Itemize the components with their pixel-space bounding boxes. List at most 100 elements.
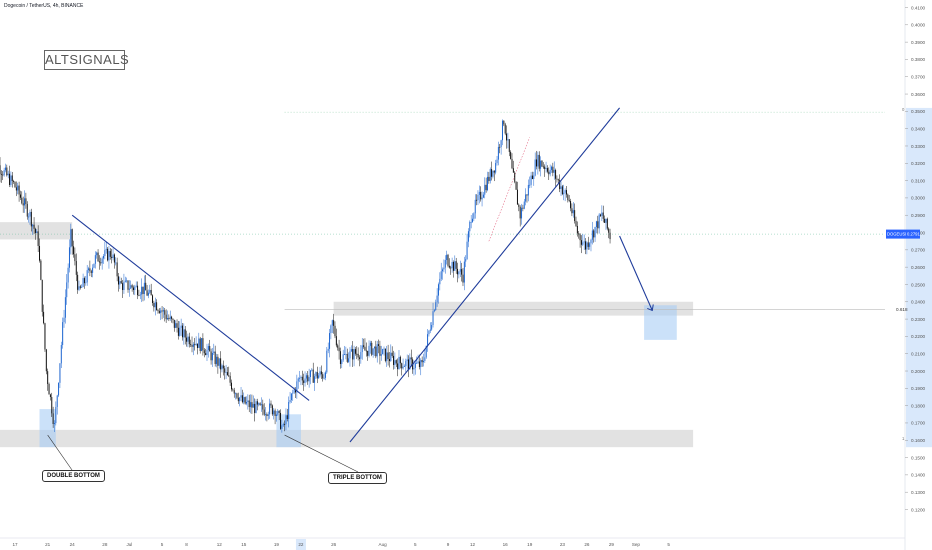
x-tick-label: 16	[503, 542, 509, 547]
candle-body	[284, 424, 286, 425]
y-tick-label: 0.1900	[911, 386, 925, 391]
candle-body	[158, 310, 160, 314]
candle-body	[217, 356, 219, 366]
support-zone-2	[0, 429, 694, 448]
candle-body	[372, 348, 374, 355]
candle-body	[9, 173, 11, 185]
candle-body	[32, 224, 34, 227]
candle-body	[391, 352, 393, 356]
candle-body	[131, 285, 133, 288]
candle-body	[138, 295, 140, 296]
candle-body	[24, 198, 26, 206]
y-tick-label: 0.3100	[911, 178, 925, 183]
double-bottom-pointer	[47, 434, 73, 471]
candle-body	[59, 363, 61, 383]
candle-body	[250, 402, 252, 408]
candle-body	[239, 397, 241, 402]
candle-body	[108, 251, 110, 261]
candle-body	[60, 345, 62, 364]
y-tick-label: 0.1500	[911, 455, 925, 460]
candle-body	[145, 282, 147, 291]
candle-body	[425, 345, 427, 358]
candle-body	[538, 154, 540, 169]
candle-body	[213, 351, 215, 354]
current-price-value-tag	[906, 229, 920, 239]
candle-body	[375, 346, 377, 357]
candle-body	[120, 281, 122, 284]
y-tick-label: 0.2300	[911, 317, 925, 322]
candle-body	[14, 181, 16, 188]
candle-body	[113, 254, 115, 263]
candle-body	[561, 186, 563, 195]
candle-body	[512, 168, 514, 173]
candle-body	[447, 254, 449, 266]
candle-body	[214, 351, 216, 364]
candle-body	[466, 241, 468, 260]
candle-body	[181, 325, 183, 338]
y-tick-label: 0.3500	[911, 109, 925, 114]
candle-body	[367, 350, 369, 356]
candle-body	[128, 288, 130, 290]
candle-body	[497, 146, 499, 160]
candle-body	[210, 351, 212, 361]
candle-body	[289, 400, 291, 402]
candle-body	[55, 406, 57, 424]
candle-body	[576, 225, 578, 234]
candle-body	[476, 199, 478, 201]
candle-body	[575, 220, 577, 226]
candle-body	[382, 349, 384, 355]
candle-body	[92, 267, 94, 273]
candle-body	[432, 311, 434, 326]
candle-body	[123, 281, 125, 291]
candle-body	[589, 243, 591, 247]
candle-body	[116, 262, 118, 277]
candle-body	[457, 268, 459, 275]
candle-body	[469, 221, 471, 232]
candle-body	[335, 336, 337, 346]
x-tick-label: 23	[560, 542, 566, 547]
candle-body	[146, 290, 148, 296]
candle-body	[73, 246, 75, 255]
candle-body	[544, 166, 546, 170]
candle-body	[244, 397, 246, 404]
triple-bottom-label: TRIPLE BOTTOM	[328, 472, 387, 484]
y-tick-label: 0.3300	[911, 144, 925, 149]
candle-body	[402, 366, 404, 369]
candle-body	[531, 175, 533, 180]
candle-body	[533, 175, 535, 180]
candle-body	[337, 345, 339, 348]
candle-body	[89, 268, 91, 272]
candle-body	[556, 178, 558, 180]
candle-body	[319, 371, 321, 376]
candle-body	[563, 192, 565, 195]
candle-body	[503, 120, 505, 125]
candle-body	[161, 310, 163, 312]
triple-bottom-pointer	[284, 434, 359, 473]
candle-body	[37, 231, 39, 246]
candle-body	[446, 254, 448, 261]
candle-body	[600, 214, 602, 216]
candle-body	[604, 218, 606, 223]
y-tick-label: 0.3800	[911, 57, 925, 62]
candle-body	[85, 282, 87, 284]
candle-body	[454, 261, 456, 271]
candle-body	[474, 199, 476, 214]
candle-body	[25, 198, 27, 205]
candle-body	[274, 410, 276, 416]
fib-level-label: 0.618	[896, 307, 908, 312]
candle-body	[465, 259, 467, 262]
candle-body	[282, 424, 284, 426]
candle-body	[19, 194, 21, 198]
altsignals-logo: ALTSIGNALS	[44, 50, 129, 70]
candle-body	[194, 344, 196, 346]
candle-body	[209, 346, 211, 352]
candle-body	[421, 359, 423, 363]
candle-body	[115, 262, 117, 264]
projection-arrow-head	[647, 304, 654, 312]
level-zero-label: 0	[902, 107, 905, 112]
candle-body	[235, 393, 237, 395]
candle-body	[504, 124, 506, 134]
candle-body	[52, 413, 54, 424]
candle-body	[361, 345, 363, 353]
